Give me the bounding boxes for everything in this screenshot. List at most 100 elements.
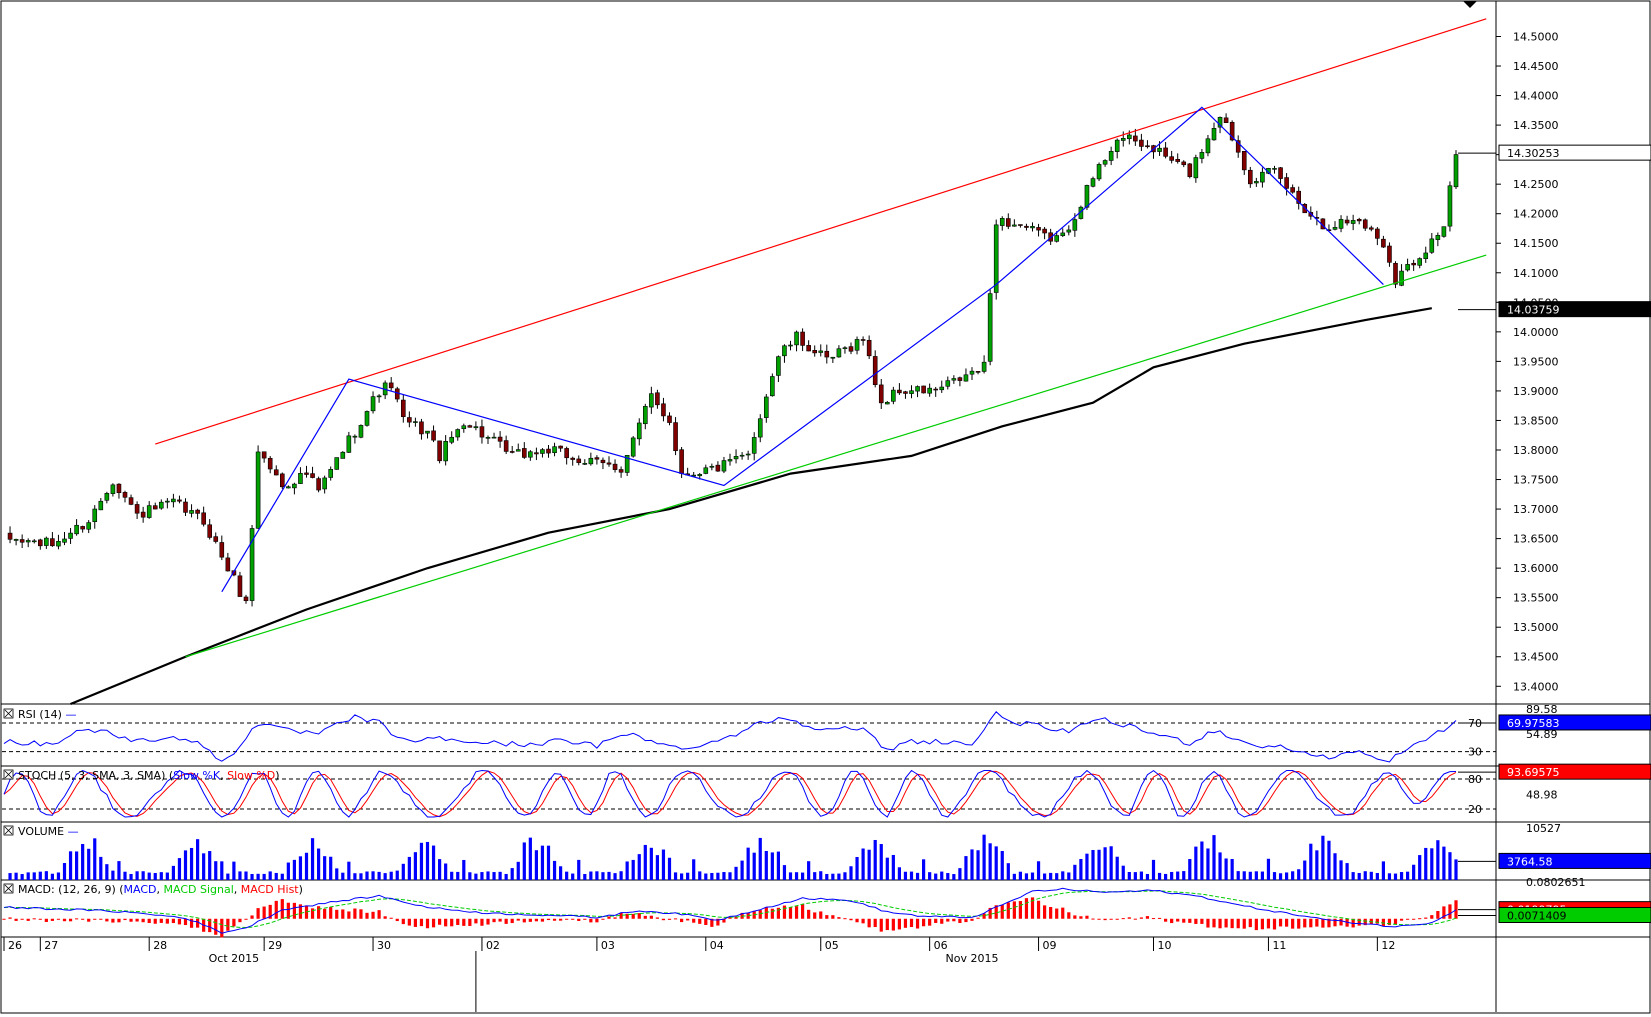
macd-hist-bar — [915, 918, 920, 929]
macd-hist-bar — [1236, 918, 1240, 929]
candle-down — [534, 452, 539, 455]
candle-down — [655, 392, 660, 406]
volume-bar — [661, 849, 666, 880]
volume-bar — [189, 847, 194, 880]
macd-hist-bar — [758, 910, 762, 919]
candle-up — [709, 465, 715, 468]
macd-hist-bar — [1309, 918, 1313, 928]
volume-bar — [504, 873, 508, 880]
macd-hist-bar — [1012, 901, 1016, 919]
candle-up — [1423, 252, 1429, 260]
volume-bar — [238, 871, 242, 880]
volume-bar — [14, 872, 18, 880]
candle-up — [328, 468, 334, 478]
macd-hist-bar — [310, 908, 315, 919]
rsi-title-part: RSI (14) — [18, 708, 65, 721]
candle-up — [927, 387, 932, 394]
volume-bar — [643, 844, 647, 880]
volume-bar — [801, 872, 805, 880]
macd-hist-bar — [1145, 916, 1150, 919]
price-axis-tick-label: 14.4500 — [1513, 60, 1559, 73]
macd-hist-bar — [274, 900, 278, 919]
macd-hist-bar — [474, 918, 478, 924]
volume-bar — [99, 856, 103, 880]
macd-hist-bar — [20, 918, 24, 920]
macd-hist-bar — [1018, 901, 1022, 919]
candle-up — [552, 446, 557, 454]
candle-up — [963, 374, 969, 382]
macd-hist-bar — [262, 906, 266, 919]
volume-bar — [522, 842, 526, 880]
macd-hist-bar — [1103, 918, 1107, 921]
macd-hist-bar — [546, 918, 551, 921]
volume-close-icon-x — [4, 826, 13, 835]
volume-bar — [728, 872, 732, 880]
volume-bar — [552, 860, 557, 880]
volume-bar — [153, 873, 157, 880]
candle-down — [479, 426, 485, 438]
candle-up — [782, 345, 787, 357]
volume-bar — [317, 848, 321, 880]
volume-bar — [123, 871, 127, 880]
candle-down — [140, 511, 146, 518]
candle-up — [757, 418, 763, 438]
candle-down — [225, 557, 231, 572]
macd-hist-bar — [1176, 918, 1180, 922]
volume-bar — [50, 873, 54, 880]
volume-bar — [44, 871, 48, 880]
volume-bar — [782, 865, 787, 880]
macd-hist-bar — [1339, 918, 1343, 926]
macd-hist-bar — [50, 918, 54, 921]
candle-down — [975, 371, 981, 373]
macd-hist-bar — [716, 918, 720, 926]
candle-up — [540, 449, 545, 454]
volume-bar — [1266, 858, 1271, 880]
stoch-level-label: 20 — [1468, 803, 1482, 816]
price-axis-tick-label: 14.2000 — [1513, 208, 1559, 221]
volume-bar — [492, 872, 496, 880]
volume-bar — [147, 872, 151, 880]
macd-hist-bar — [214, 918, 218, 935]
macd-hist-bar — [462, 918, 466, 926]
date-label: 27 — [44, 939, 58, 952]
candle-up — [1114, 139, 1120, 152]
volume-bar — [740, 860, 744, 880]
macd-hist-bar — [1049, 906, 1053, 919]
candle-up — [636, 422, 642, 440]
macd-hist-bar — [105, 918, 109, 922]
candle-up — [751, 437, 757, 454]
volume-bar — [286, 862, 290, 880]
macd-hist-bar — [1073, 915, 1077, 919]
candle-up — [691, 474, 697, 477]
macd-hist-bar — [764, 907, 768, 919]
macd-hist-bar — [226, 918, 230, 931]
macd-hist-bar — [1381, 918, 1385, 926]
macd-hist-bar — [1278, 918, 1283, 927]
candle-up — [999, 218, 1005, 226]
volume-bar — [1151, 859, 1156, 880]
candle-up — [915, 386, 920, 392]
volume-bar — [438, 859, 442, 880]
macd-hist-bar — [395, 918, 399, 922]
candle-down — [437, 440, 442, 462]
candle-down — [1175, 158, 1180, 162]
candle-down — [400, 399, 406, 418]
macd-hist-bar — [177, 918, 182, 925]
candle-down — [177, 499, 182, 502]
candle-down — [1284, 177, 1289, 189]
macd-hist-bar — [589, 918, 593, 923]
macd-hist-bar — [1333, 918, 1337, 927]
rsi-title-part: — — [65, 708, 76, 721]
macd-hist-bar — [1399, 918, 1404, 921]
candle-up — [909, 390, 914, 394]
macd-hist-bar — [141, 918, 145, 923]
macd-hist-bar — [655, 917, 659, 919]
volume-bar — [280, 873, 284, 880]
volume-bar — [250, 874, 254, 880]
candle-up — [74, 524, 79, 535]
price-axis-tick-label: 14.0000 — [1513, 326, 1559, 339]
volume-bar — [534, 850, 538, 880]
macd-hist-bar — [2, 918, 6, 920]
volume-bar — [274, 872, 278, 880]
macd-hist-bar — [698, 918, 702, 924]
